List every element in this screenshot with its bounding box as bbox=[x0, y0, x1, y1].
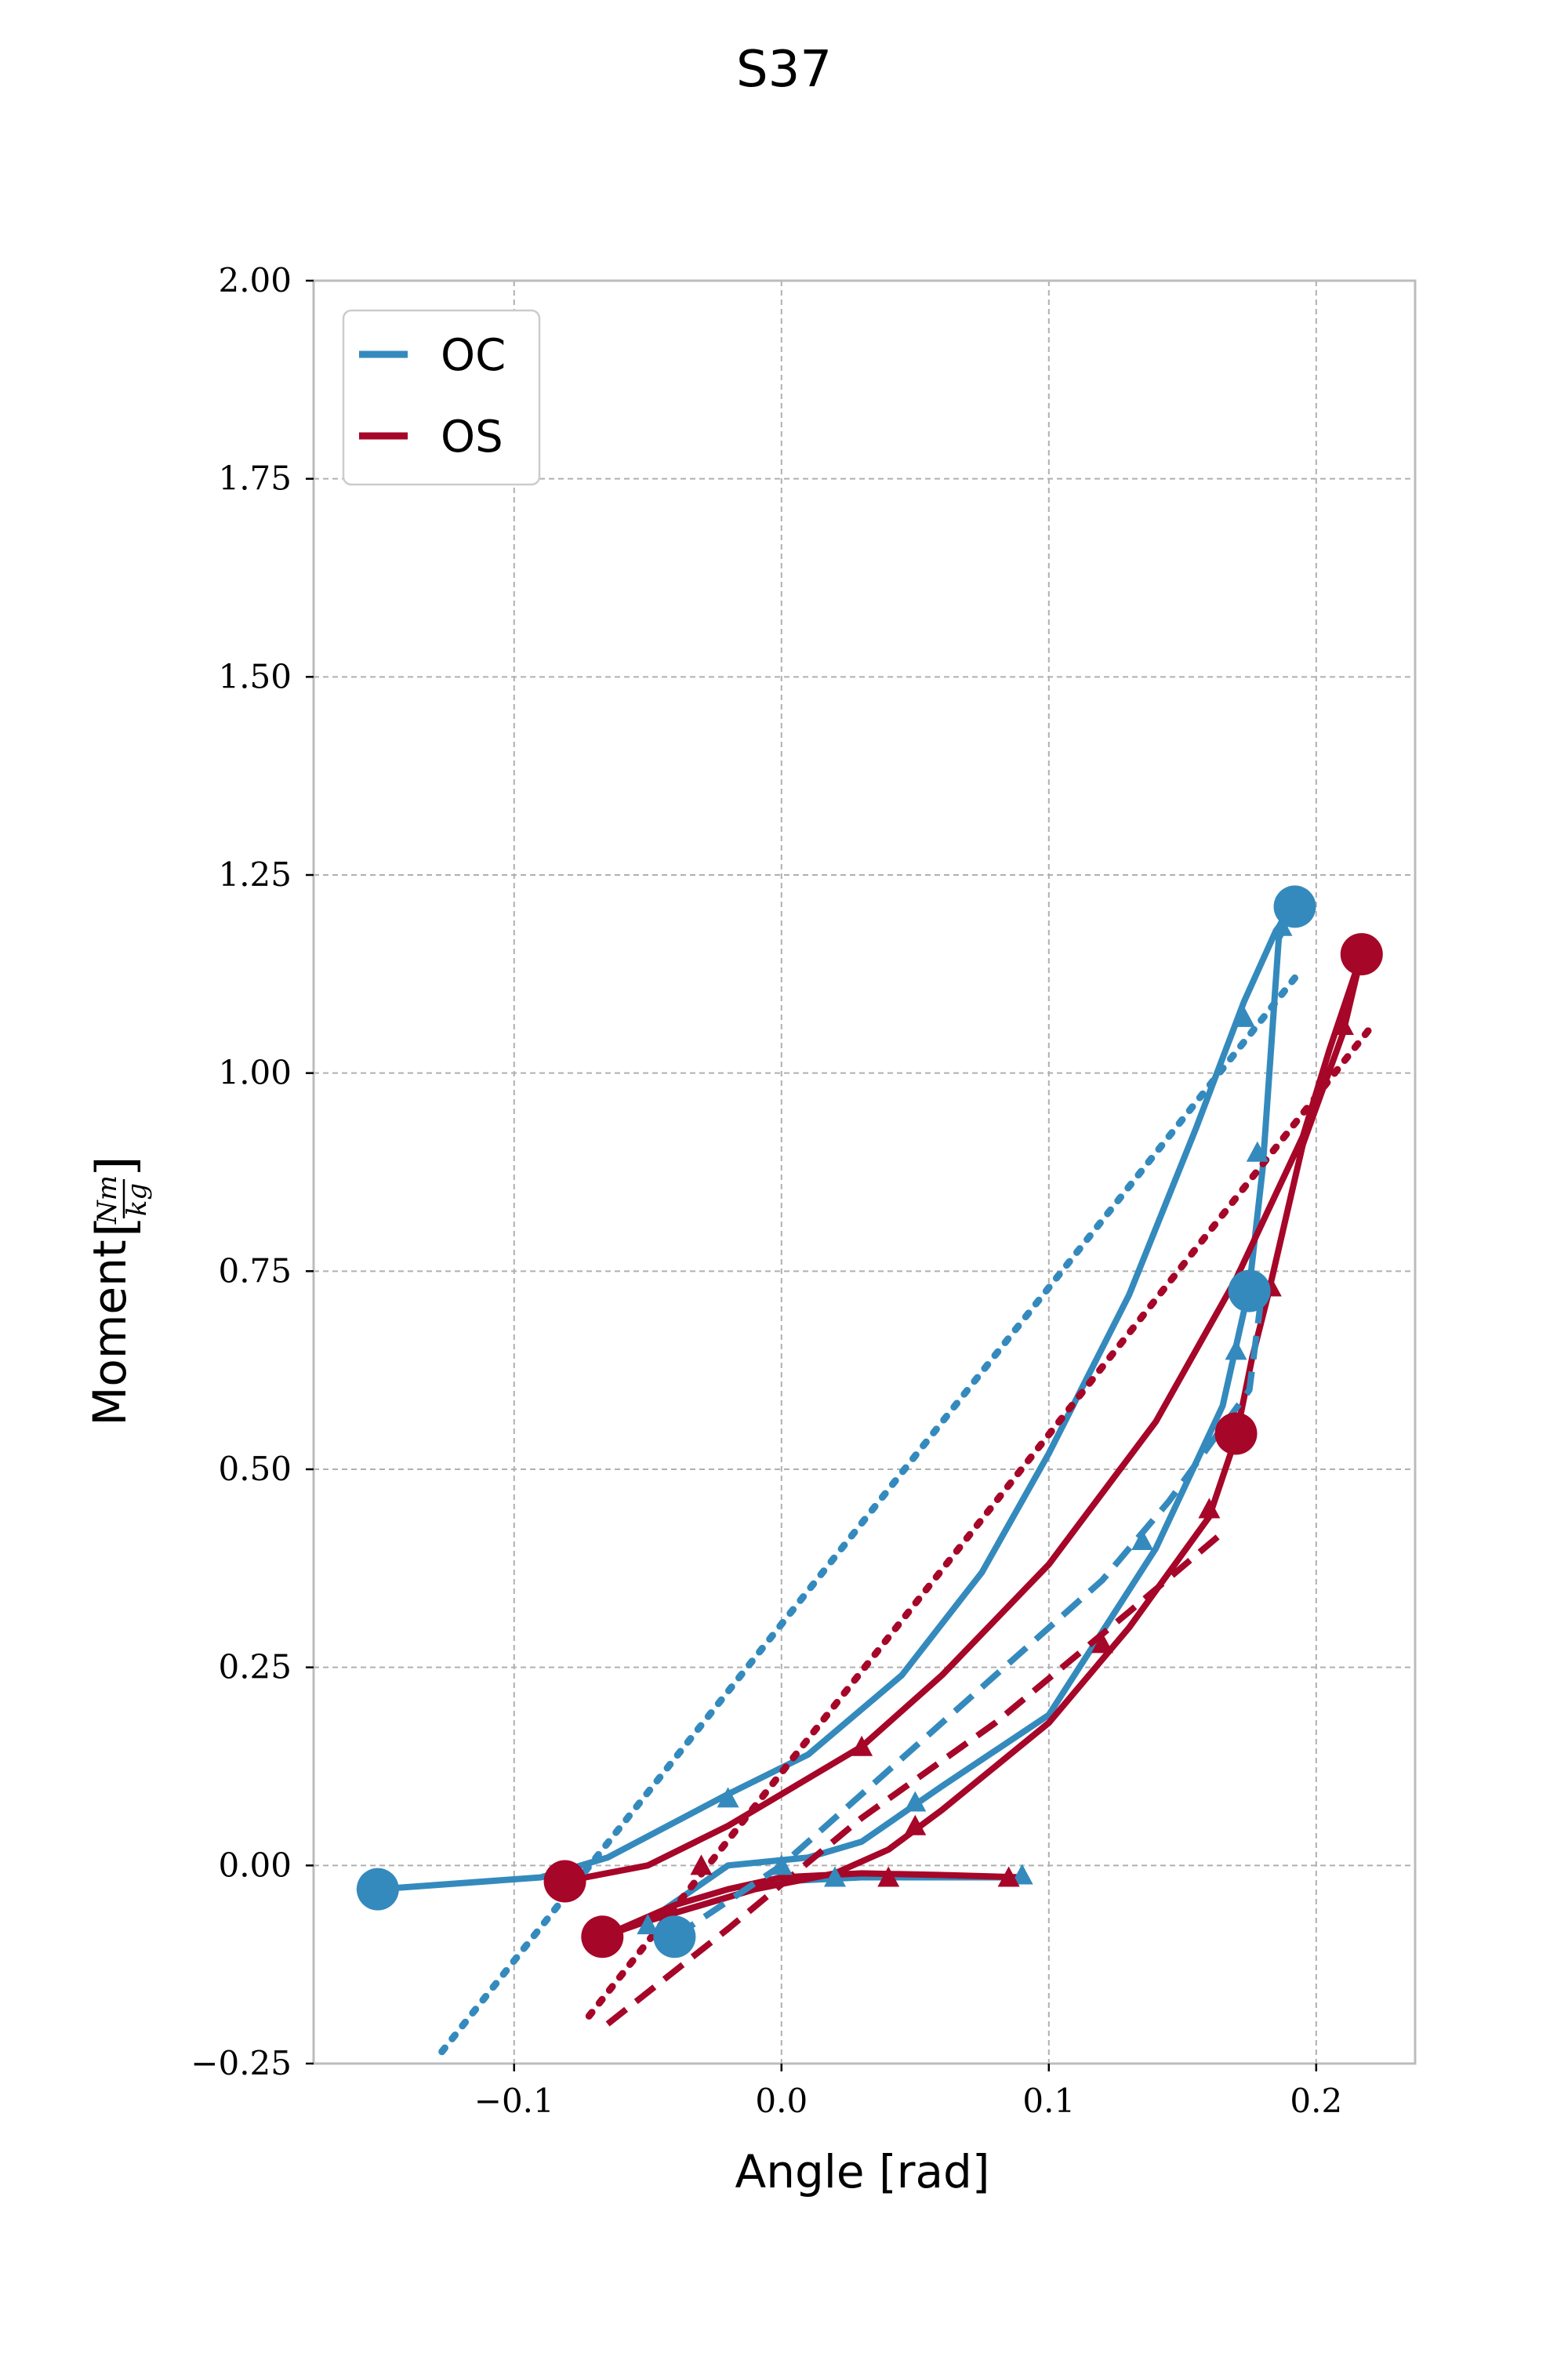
y-tick-label: 0.00 bbox=[218, 1846, 292, 1884]
plot-frame bbox=[312, 279, 1417, 2065]
y-tick-label: 1.50 bbox=[218, 657, 292, 695]
direction-marker-oc bbox=[1246, 1141, 1269, 1162]
y-tick-label: 1.25 bbox=[218, 855, 292, 894]
x-tick-label: 0.1 bbox=[1022, 2082, 1075, 2120]
os-end-marker bbox=[1214, 1412, 1258, 1455]
chart-title: S37 bbox=[736, 41, 832, 99]
series-line-os-dotted bbox=[585, 1022, 1376, 2020]
direction-marker-oc bbox=[717, 1787, 739, 1808]
y-axis-label-bracket-close: ] bbox=[85, 1156, 146, 1176]
y-tick-label: 2.00 bbox=[218, 261, 292, 299]
x-tick-label: 0.0 bbox=[755, 2082, 808, 2120]
ticks: −0.1 0.0 0.1 0.2 −0.25 0.00 0.25 0.50 0.75 1.00 1.… bbox=[191, 261, 1342, 2120]
direction-marker-os bbox=[851, 1735, 873, 1756]
oc-end-marker bbox=[1273, 885, 1316, 928]
direction-marker-os bbox=[690, 1854, 713, 1875]
legend: OC OS bbox=[342, 309, 541, 486]
y-axis-label-group: Moment [ Nm kg ] bbox=[83, 1156, 153, 1425]
direction-marker-oc bbox=[770, 1854, 793, 1875]
legend-label-oc: OC bbox=[441, 330, 506, 381]
y-axis-unit-denominator: kg bbox=[122, 1183, 153, 1216]
direction-marker-os bbox=[904, 1814, 927, 1835]
direction-marker-oc bbox=[1131, 1529, 1154, 1550]
direction-marker-oc bbox=[1270, 915, 1293, 936]
os-start-marker bbox=[543, 1860, 586, 1903]
y-tick-label: 0.25 bbox=[218, 1648, 292, 1686]
series-line-oc-solid bbox=[377, 903, 1298, 1925]
os-end-marker bbox=[1340, 933, 1383, 976]
os-start-marker bbox=[581, 1915, 624, 1958]
direction-marker-os bbox=[1198, 1497, 1221, 1519]
series-line-os-dashed bbox=[605, 1530, 1225, 2027]
direction-marker-oc bbox=[637, 1914, 659, 1935]
direction-marker-oc bbox=[904, 1791, 927, 1812]
legend-label-os: OS bbox=[441, 412, 503, 463]
oc-start-marker bbox=[356, 1868, 399, 1911]
x-axis-label: Angle [rad] bbox=[735, 2145, 990, 2198]
direction-marker-os bbox=[1331, 1015, 1354, 1036]
oc-end-marker bbox=[1228, 1269, 1271, 1312]
direction-marker-oc bbox=[1232, 1006, 1255, 1027]
direction-marker-oc bbox=[1011, 1864, 1033, 1885]
direction-marker-os bbox=[997, 1866, 1020, 1887]
y-axis-unit-numerator: Nm bbox=[92, 1175, 123, 1225]
y-axis-label-bracket-open: [ bbox=[85, 1217, 146, 1237]
oc-start-marker bbox=[653, 1915, 696, 1958]
direction-marker-oc bbox=[823, 1866, 846, 1887]
series-line-os-solid bbox=[564, 951, 1365, 1940]
x-tick-label: −0.1 bbox=[474, 2082, 554, 2120]
y-tick-label: 1.00 bbox=[218, 1054, 292, 1092]
y-axis-label: Moment bbox=[83, 1240, 136, 1425]
y-tick-label: 0.50 bbox=[218, 1450, 292, 1488]
direction-marker-os bbox=[877, 1866, 900, 1887]
direction-marker-os bbox=[1091, 1632, 1114, 1654]
direction-marker-oc bbox=[1225, 1339, 1247, 1360]
y-tick-label: −0.25 bbox=[191, 2044, 292, 2082]
y-tick-label: 0.75 bbox=[218, 1251, 292, 1290]
series-layer bbox=[356, 885, 1383, 2056]
x-tick-label: 0.2 bbox=[1290, 2082, 1342, 2120]
series-line-oc-dashed bbox=[673, 1286, 1266, 1940]
y-tick-label: 1.75 bbox=[218, 459, 292, 498]
